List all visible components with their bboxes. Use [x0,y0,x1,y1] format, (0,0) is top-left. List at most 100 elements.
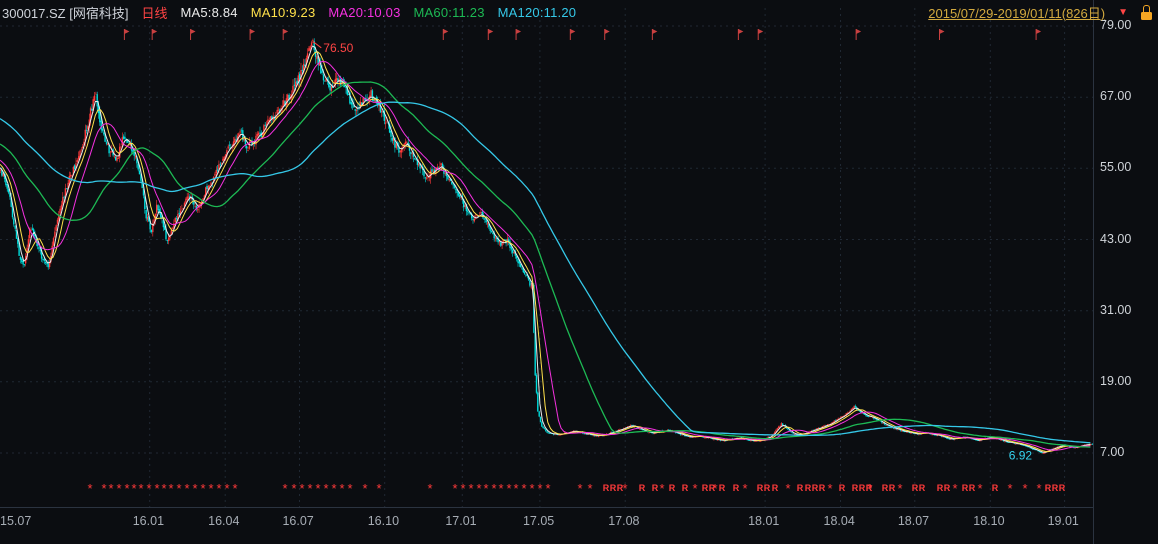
event-asterisk-marker: * [1007,481,1012,496]
event-asterisk-marker: * [460,481,465,496]
event-asterisk-marker: * [537,481,542,496]
ma60-label: MA60:11.23 [413,4,485,20]
price-tick-label: 19.00 [1100,373,1132,388]
event-r-marker: R [992,483,999,493]
event-flags [123,29,1042,40]
event-asterisk-marker: * [131,481,136,496]
ma10-label: MA10:9.23 [250,4,316,20]
event-r-marker: R [719,483,726,493]
stock-symbol: 300017.SZ [网宿科技] [2,5,129,21]
event-asterisk-marker: * [498,481,503,496]
time-tick-label: 16.07 [282,514,314,528]
event-asterisk-marker: * [161,481,166,496]
event-asterisk-marker: * [299,481,304,496]
price-tick-label: 67.00 [1100,89,1132,104]
event-r-marker: R [702,483,709,493]
event-marker-row: * * * * * * * * * * * * * * * * * * * * * * * * * * * * * * * * * * * * * * * *… [87,481,1065,496]
event-r-marker: R [764,483,771,493]
event-asterisk-marker: * [224,481,229,496]
collapse-chevron-icon[interactable]: ▼ [1118,6,1128,18]
event-asterisk-marker: * [200,481,205,496]
time-tick-label: 15.07 [0,514,32,528]
time-tick-label: 18.01 [748,514,780,528]
price-tick-label: 55.00 [1100,160,1132,175]
price-tick-label: 43.00 [1100,231,1132,246]
time-tick-label: 18.10 [973,514,1005,528]
event-asterisk-marker: * [785,481,790,496]
event-asterisk-marker: * [521,481,526,496]
time-tick-label: 19.01 [1047,514,1079,528]
event-asterisk-marker: * [138,481,143,496]
event-r-marker: R [757,483,764,493]
event-asterisk-marker: * [282,481,287,496]
event-asterisk-marker: * [108,481,113,496]
price-tick-label: 7.00 [1100,445,1125,459]
event-r-marker: R [610,483,617,493]
time-tick-label: 18.07 [897,514,930,528]
event-r-marker: R [1059,483,1066,493]
event-r-marker: R [866,483,873,493]
ma-line-ma20 [0,61,1091,451]
event-asterisk-marker: * [529,481,534,496]
event-asterisk-marker: * [154,481,159,496]
event-asterisk-marker: * [216,481,221,496]
up-candle-wicks [0,38,1092,454]
event-asterisk-marker: * [659,481,664,496]
lock-icon[interactable] [1141,4,1153,20]
event-asterisk-marker: * [376,481,381,496]
event-asterisk-marker: * [208,481,213,496]
event-r-marker: R [682,483,689,493]
event-r-marker: R [652,483,659,493]
event-asterisk-marker: * [468,481,473,496]
date-range-link[interactable]: 2015/07/29-2019/01/11(826日) [928,5,1106,21]
event-asterisk-marker: * [192,481,197,496]
event-asterisk-marker: * [101,481,106,496]
ma-line-ma5 [0,45,1091,453]
event-r-marker: R [639,483,646,493]
event-r-marker: R [733,483,740,493]
period-selector[interactable]: 日线 [141,5,168,21]
event-asterisk-marker: * [323,481,328,496]
event-asterisk-marker: * [307,481,312,496]
event-r-marker: R [859,483,866,493]
event-asterisk-marker: * [491,481,496,496]
price-axis: 79.00 67.00 55.00 43.00 31.00 19.00 7.00 [1100,0,1158,544]
time-tick-label: 17.05 [522,514,555,528]
time-axis: 15.07 16.01 16.04 16.07 16.10 17.01 17.05 17.08… [0,514,1093,534]
down-candle-wicks [1,38,1093,454]
event-asterisk-marker: * [339,481,344,496]
up-candle-bodies [0,40,1092,454]
event-asterisk-marker: * [952,481,957,496]
event-r-marker: R [617,483,624,493]
event-r-marker: R [882,483,889,493]
event-asterisk-marker: * [176,481,181,496]
event-asterisk-marker: * [347,481,352,496]
event-asterisk-marker: * [977,481,982,496]
ma-line-ma120 [0,101,1091,444]
time-tick-label: 17.08 [608,514,640,528]
event-r-marker: R [709,483,716,493]
event-asterisk-marker: * [692,481,697,496]
down-candle-bodies [1,41,1093,453]
time-tick-label: 17.01 [445,514,477,528]
event-asterisk-marker: * [146,481,151,496]
event-r-marker: R [937,483,944,493]
event-asterisk-marker: * [867,481,872,496]
event-asterisk-marker: * [742,481,747,496]
event-asterisk-marker: * [587,481,592,496]
event-asterisk-marker: * [87,481,92,496]
event-r-marker: R [889,483,896,493]
price-annotation: 76.50 [323,41,353,55]
event-asterisk-marker: * [427,481,432,496]
event-r-marker: R [805,483,812,493]
event-asterisk-marker: * [712,481,717,496]
event-asterisk-marker: * [232,481,237,496]
price-tick-label: 79.00 [1100,18,1132,32]
event-r-marker: R [797,483,804,493]
axis-borders [0,0,1094,544]
event-r-marker: R [962,483,969,493]
event-asterisk-marker: * [315,481,320,496]
event-asterisk-marker: * [622,481,627,496]
